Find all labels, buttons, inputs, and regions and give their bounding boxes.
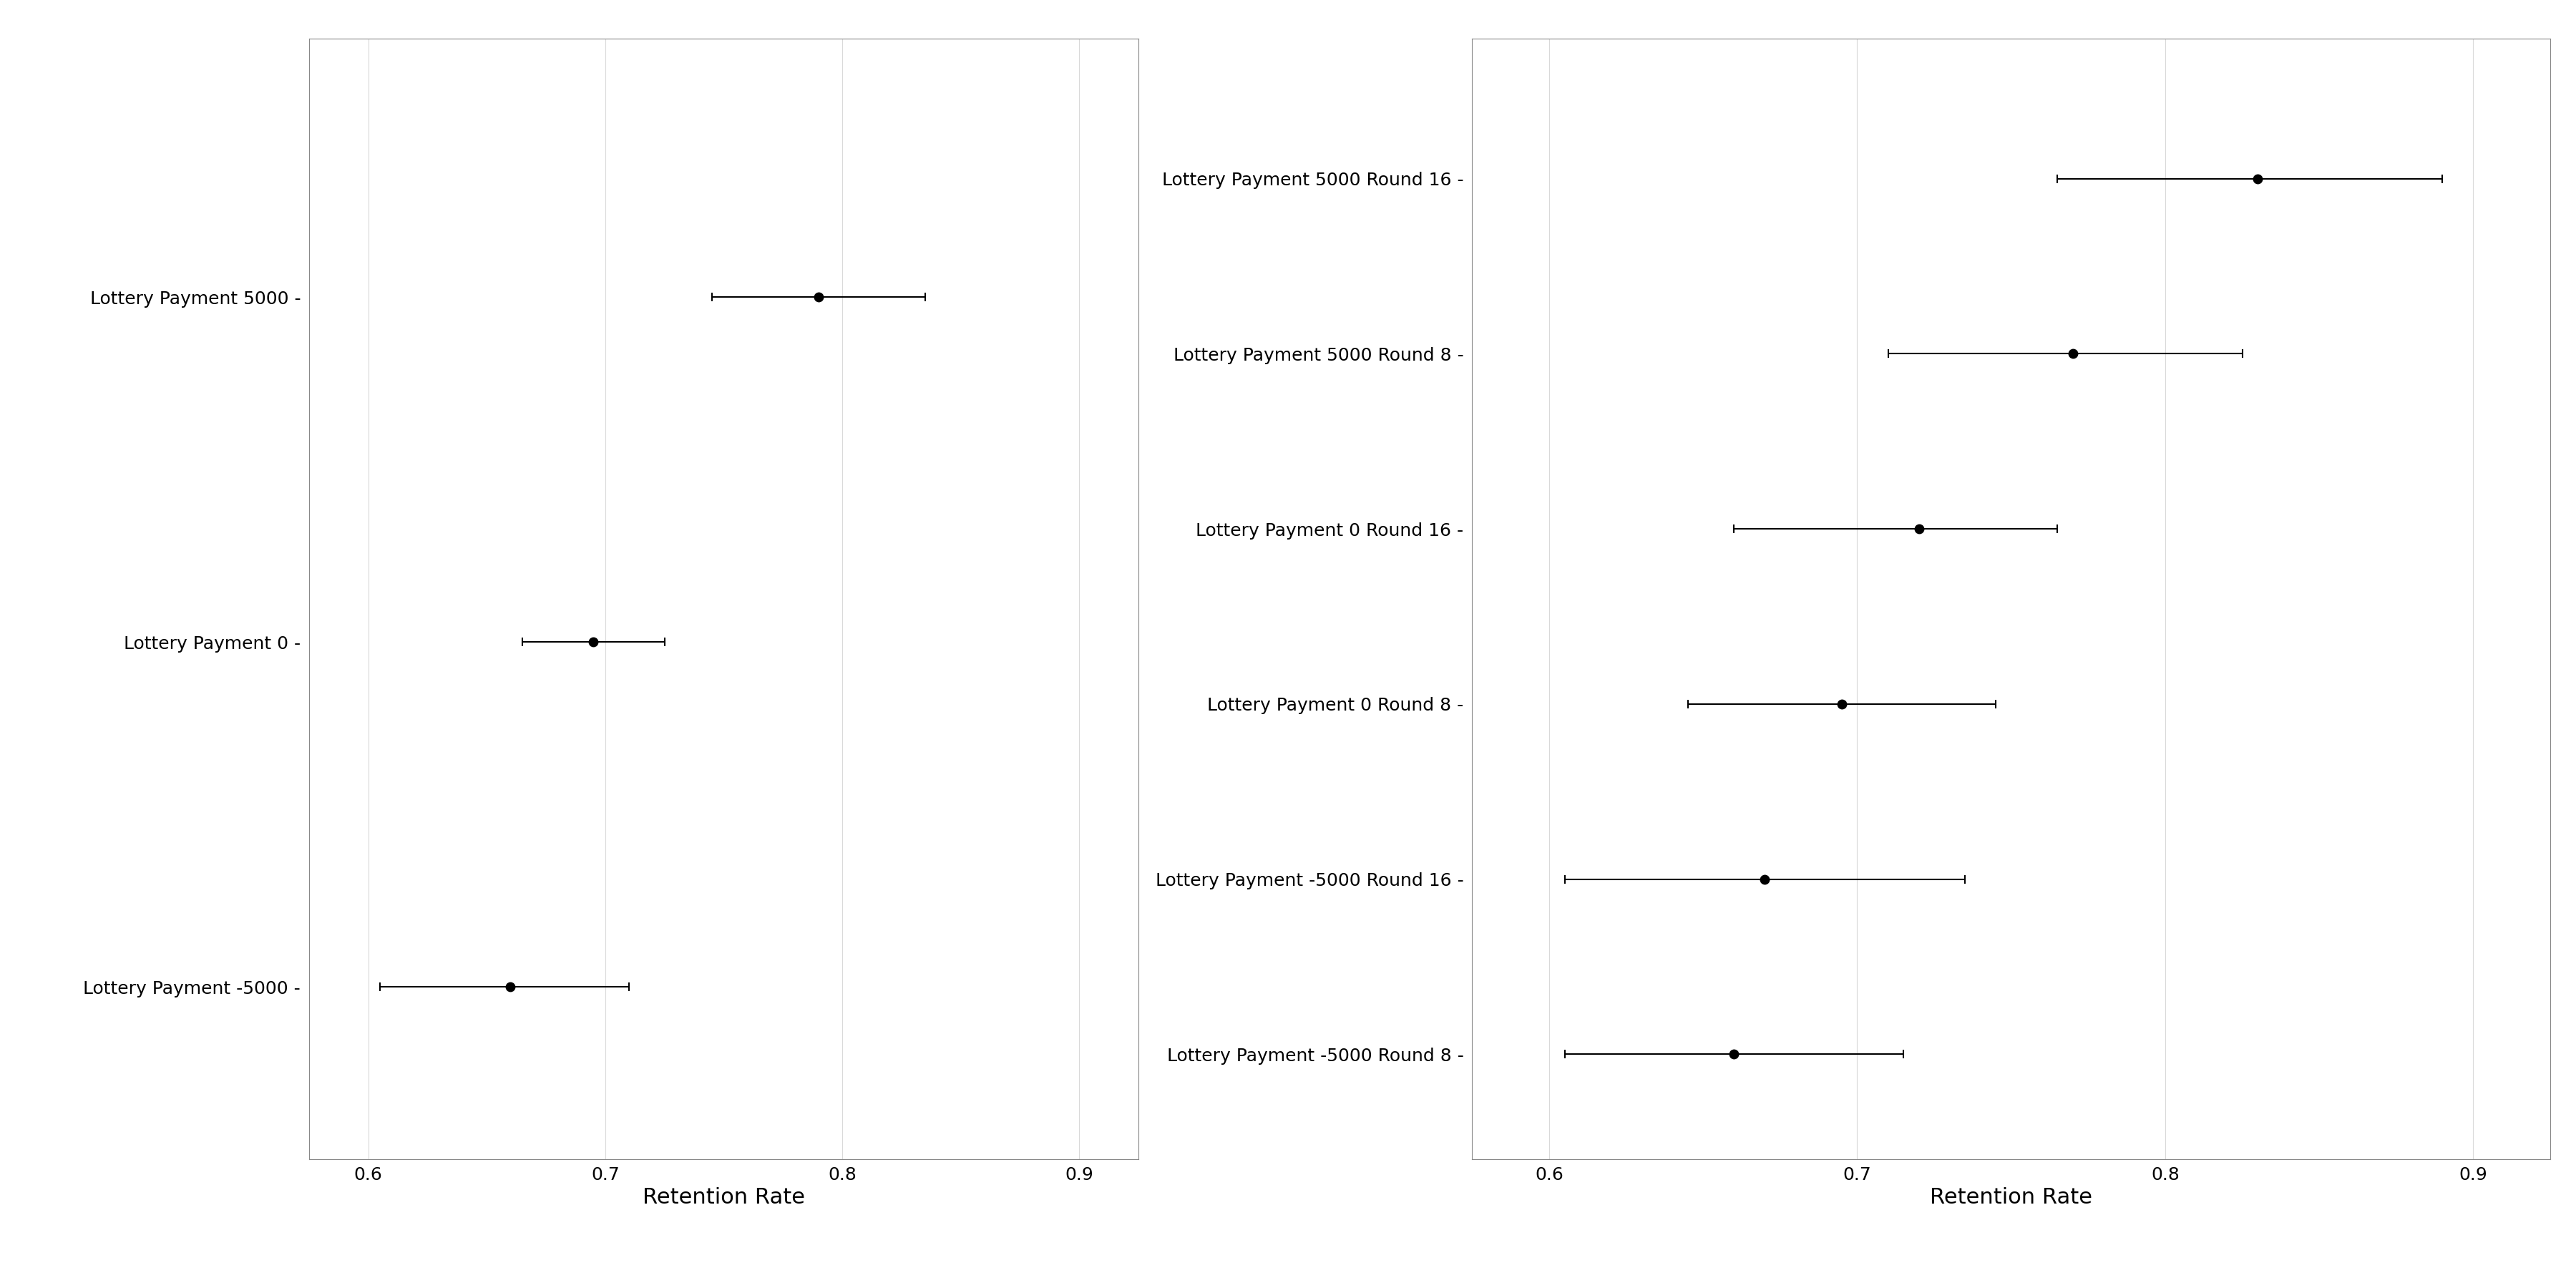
- X-axis label: Retention Rate: Retention Rate: [1929, 1188, 2092, 1208]
- X-axis label: Retention Rate: Retention Rate: [641, 1188, 804, 1208]
